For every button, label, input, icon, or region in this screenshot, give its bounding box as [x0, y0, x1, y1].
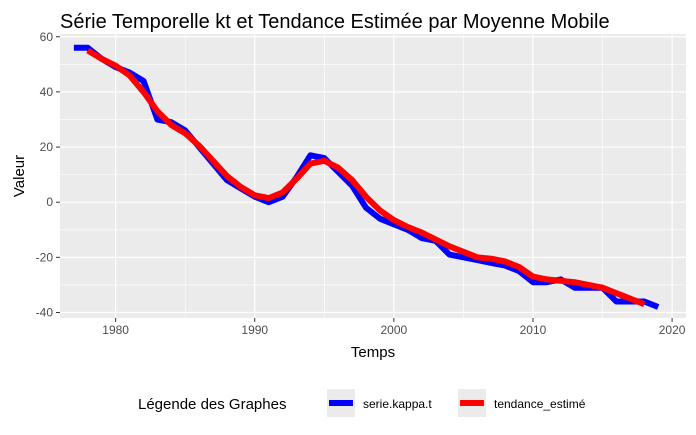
- y-tick-label: -20: [36, 250, 54, 264]
- grid-minor: [60, 34, 686, 318]
- y-tick-label: 40: [40, 85, 54, 99]
- x-axis: 1980 1990 2000 2010 2020: [102, 318, 686, 337]
- y-axis-title: Valeur: [11, 155, 28, 197]
- x-tick-label: 2010: [520, 323, 547, 337]
- y-tick-label: 60: [40, 30, 54, 44]
- y-tick-label: 0: [46, 195, 53, 209]
- legend-title: Légende des Graphes: [138, 396, 286, 413]
- x-tick-label: 1990: [241, 323, 268, 337]
- chart-title: Série Temporelle kt et Tendance Estimée …: [60, 11, 610, 33]
- series-layer: [73, 44, 660, 310]
- x-tick-label: 1980: [102, 323, 129, 337]
- x-axis-title: Temps: [351, 344, 395, 361]
- legend-label: tendance_estimé: [494, 397, 586, 411]
- x-tick-label: 2020: [659, 323, 686, 337]
- y-tick-label: -40: [36, 305, 54, 319]
- x-tick-label: 2000: [381, 323, 408, 337]
- plot-panel: [60, 34, 686, 318]
- y-axis: -40 -20 0 20 40 60: [36, 30, 60, 319]
- legend-label: serie.kappa.t: [363, 397, 432, 411]
- series-line-1: [86, 47, 646, 307]
- legend-keys: serie.kappa.t tendance_estimé: [327, 389, 586, 417]
- y-tick-label: 20: [40, 140, 54, 154]
- legend: Légende des Graphes serie.kappa.t tendanc…: [138, 389, 586, 417]
